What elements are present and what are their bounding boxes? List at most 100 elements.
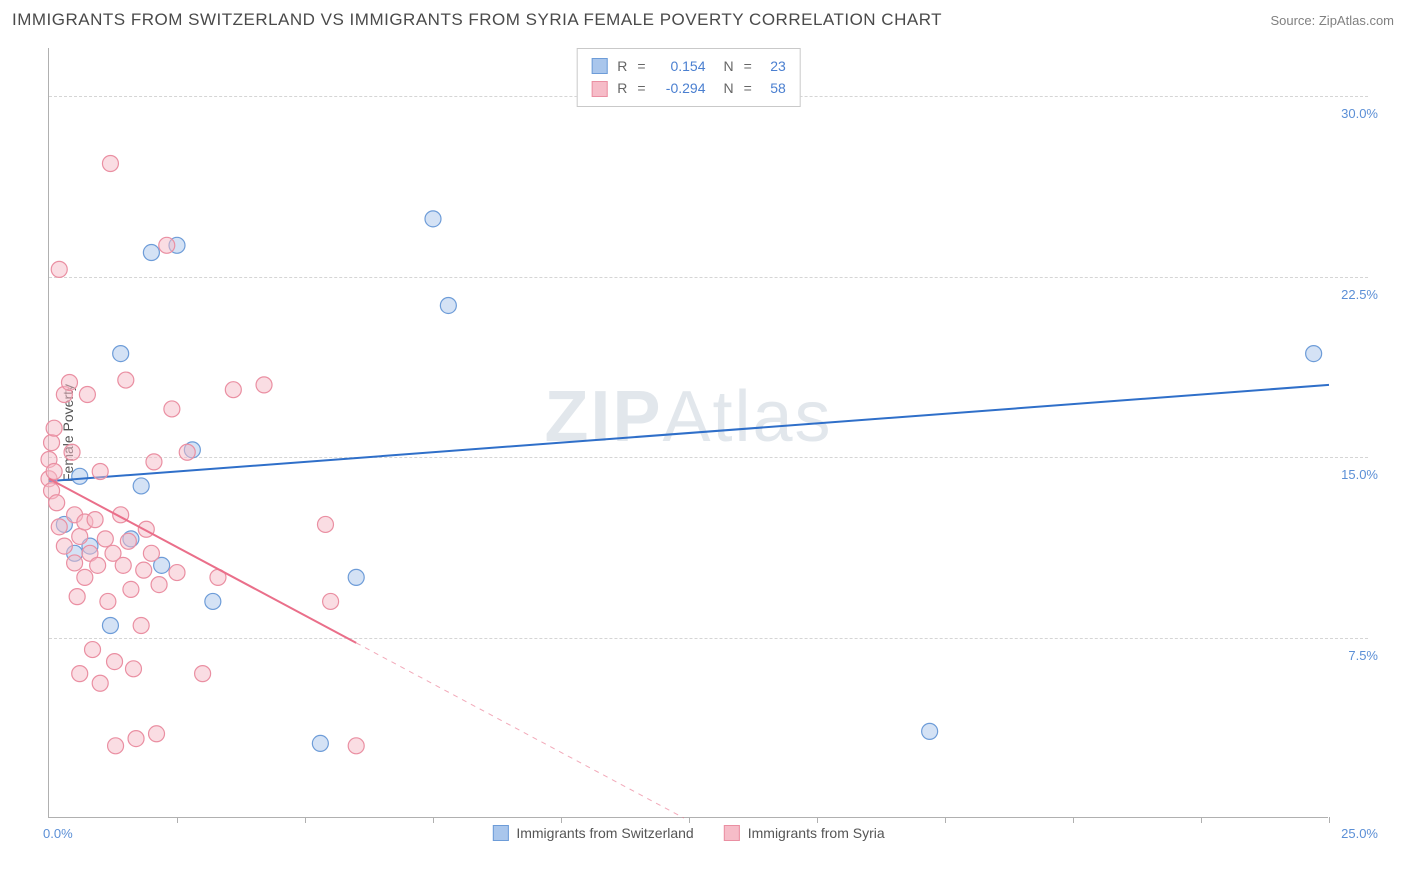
scatter-point <box>92 464 108 480</box>
x-tick <box>1329 817 1330 823</box>
legend-bottom: Immigrants from Switzerland Immigrants f… <box>492 825 884 841</box>
equals: = <box>637 55 645 77</box>
scatter-point <box>159 237 175 253</box>
legend-swatch-switzerland-bottom <box>492 825 508 841</box>
x-tick <box>561 817 562 823</box>
scatter-point <box>348 738 364 754</box>
x-axis-end-label: 25.0% <box>1341 826 1378 841</box>
scatter-point <box>56 538 72 554</box>
legend-top-row-1: R = 0.154 N = 23 <box>591 55 786 77</box>
scatter-point <box>46 464 62 480</box>
scatter-point <box>115 557 131 573</box>
equals: = <box>744 55 752 77</box>
x-tick <box>689 817 690 823</box>
scatter-point <box>64 444 80 460</box>
scatter-point <box>146 454 162 470</box>
scatter-point <box>128 731 144 747</box>
legend-bottom-item-syria: Immigrants from Syria <box>724 825 885 841</box>
scatter-point <box>85 642 101 658</box>
n-value-switzerland: 23 <box>762 55 786 77</box>
n-value-syria: 58 <box>762 77 786 99</box>
scatter-point <box>79 387 95 403</box>
n-label: N <box>724 55 734 77</box>
scatter-point <box>151 577 167 593</box>
chart-title: IMMIGRANTS FROM SWITZERLAND VS IMMIGRANT… <box>12 10 942 30</box>
scatter-point <box>87 512 103 528</box>
scatter-point <box>69 589 85 605</box>
x-tick <box>817 817 818 823</box>
y-tick-label: 15.0% <box>1332 467 1378 482</box>
scatter-point <box>92 675 108 691</box>
x-axis-origin-label: 0.0% <box>43 826 73 841</box>
r-value-syria: -0.294 <box>656 77 706 99</box>
scatter-point <box>425 211 441 227</box>
scatter-point <box>51 519 67 535</box>
scatter-point <box>143 245 159 261</box>
regression-line-dashed <box>356 643 684 818</box>
regression-line-solid <box>49 385 1329 481</box>
y-tick-label: 7.5% <box>1332 648 1378 663</box>
scatter-point <box>102 618 118 634</box>
scatter-point <box>348 569 364 585</box>
scatter-point <box>136 562 152 578</box>
scatter-point <box>323 593 339 609</box>
title-bar: IMMIGRANTS FROM SWITZERLAND VS IMMIGRANT… <box>12 10 1394 30</box>
equals: = <box>744 77 752 99</box>
x-tick <box>1073 817 1074 823</box>
scatter-point <box>72 528 88 544</box>
plot-area: Female Poverty ZIPAtlas 7.5%15.0%22.5%30… <box>48 48 1328 818</box>
scatter-point <box>312 735 328 751</box>
scatter-point <box>125 661 141 677</box>
scatter-point <box>90 557 106 573</box>
scatter-point <box>123 581 139 597</box>
r-label: R <box>617 55 627 77</box>
scatter-point <box>72 468 88 484</box>
n-label: N <box>724 77 734 99</box>
x-tick <box>945 817 946 823</box>
scatter-point <box>225 382 241 398</box>
legend-top: R = 0.154 N = 23 R = -0.294 N = 58 <box>576 48 801 107</box>
legend-swatch-switzerland <box>591 58 607 74</box>
scatter-point <box>169 565 185 581</box>
scatter-point <box>922 723 938 739</box>
scatter-point <box>72 666 88 682</box>
r-label: R <box>617 77 627 99</box>
y-tick-label: 22.5% <box>1332 287 1378 302</box>
scatter-point <box>317 516 333 532</box>
equals: = <box>637 77 645 99</box>
scatter-point <box>77 569 93 585</box>
scatter-point <box>120 533 136 549</box>
scatter-point <box>97 531 113 547</box>
x-tick <box>177 817 178 823</box>
scatter-point <box>195 666 211 682</box>
scatter-point <box>100 593 116 609</box>
scatter-point <box>440 297 456 313</box>
scatter-point <box>107 654 123 670</box>
legend-top-row-2: R = -0.294 N = 58 <box>591 77 786 99</box>
scatter-point <box>133 478 149 494</box>
scatter-point <box>179 444 195 460</box>
source-label: Source: ZipAtlas.com <box>1270 13 1394 28</box>
scatter-point <box>143 545 159 561</box>
x-tick <box>305 817 306 823</box>
scatter-point <box>113 346 129 362</box>
scatter-point <box>46 420 62 436</box>
scatter-point <box>164 401 180 417</box>
scatter-point <box>108 738 124 754</box>
scatter-point <box>61 374 77 390</box>
scatter-point <box>118 372 134 388</box>
scatter-point <box>51 261 67 277</box>
legend-swatch-syria <box>591 81 607 97</box>
r-value-switzerland: 0.154 <box>656 55 706 77</box>
chart-svg <box>49 48 1328 817</box>
scatter-point <box>149 726 165 742</box>
scatter-point <box>133 618 149 634</box>
scatter-point <box>67 555 83 571</box>
legend-label-switzerland: Immigrants from Switzerland <box>516 825 693 841</box>
x-tick <box>1201 817 1202 823</box>
scatter-point <box>44 435 60 451</box>
scatter-point <box>102 156 118 172</box>
scatter-point <box>138 521 154 537</box>
legend-swatch-syria-bottom <box>724 825 740 841</box>
legend-bottom-item-switzerland: Immigrants from Switzerland <box>492 825 693 841</box>
